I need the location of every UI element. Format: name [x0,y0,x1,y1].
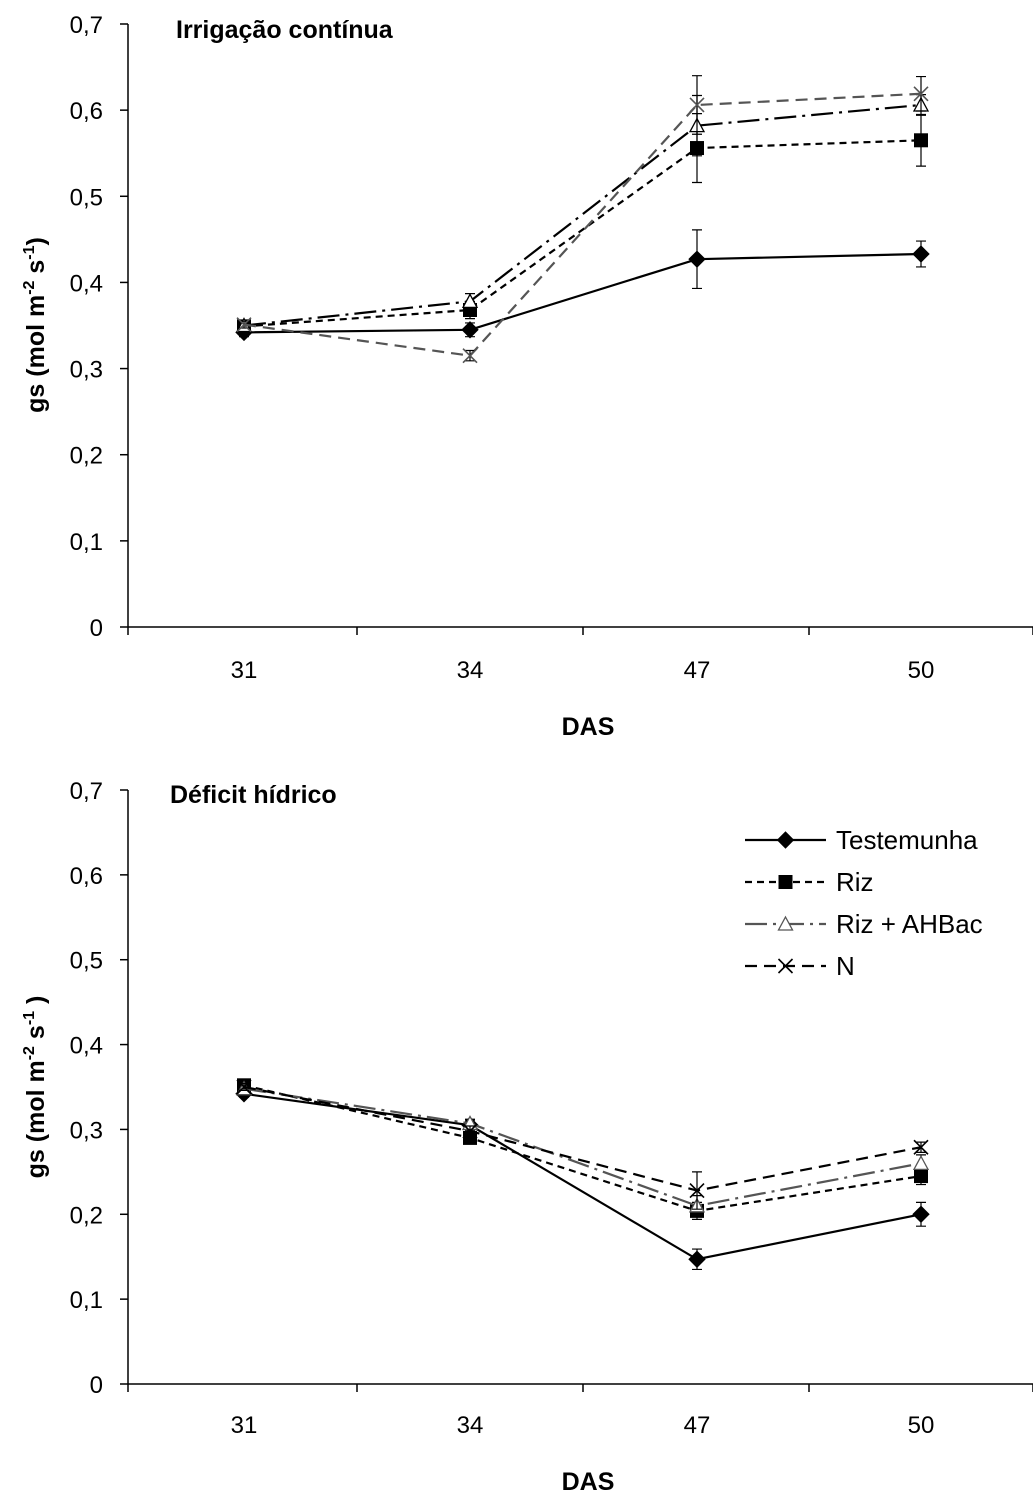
data-point [462,348,478,364]
legend-marker [778,875,793,889]
series-riz-ahbac [235,1080,930,1217]
y-tick-label: 0,7 [70,778,103,805]
data-point [461,293,479,309]
legend-label: Riz + AHBac [836,909,983,939]
data-point [236,1079,252,1095]
legend-label: Testemunha [836,825,978,855]
data-point [913,86,929,102]
y-tick-label: 0,5 [70,948,103,975]
data-point [461,321,479,339]
chart-title: Irrigação contínua [176,16,394,44]
series-line [243,103,922,327]
y-tick-label: 0,4 [70,270,103,297]
y-tick-label: 0,1 [70,529,103,556]
data-point [688,250,706,268]
data-point [236,317,252,333]
data-point [914,1169,928,1184]
series-n [236,1079,929,1210]
data-point [913,1139,929,1155]
y-tick-label: 0,2 [70,443,103,470]
y-tick-label: 0,2 [70,1202,103,1229]
x-tick-label: 47 [684,1412,711,1439]
legend-label: Riz [836,867,874,897]
series-riz-ahbac [235,94,930,333]
y-tick-label: 0,3 [70,357,103,384]
y-tick-label: 0,5 [70,184,103,211]
series-line [243,1087,922,1207]
series-line [243,1085,922,1192]
y-tick-label: 0,4 [70,1033,103,1060]
x-axis-title: DAS [562,1468,615,1496]
x-tick-label: 50 [908,657,935,684]
series-line [243,92,922,357]
chart-panel-2: 0 0,1 0,2 0,3 0,4 0,5 0,6 0,7 31 34 47 50 Déficit hí… [21,778,1033,1496]
data-point [689,1182,705,1199]
data-point [688,1250,706,1268]
y-tick-label: 0,6 [70,863,103,890]
data-point [462,1123,478,1139]
series-line [243,139,922,328]
x-tick-label: 31 [231,1412,258,1439]
series-line [243,1084,922,1213]
y-tick-label: 0,7 [70,12,103,39]
legend: Testemunha Riz Riz + AHBac N [745,825,983,981]
y-tick-label: 0 [90,615,103,642]
data-point [912,1205,930,1223]
x-tick-label: 31 [231,657,258,684]
series-testemunha [235,229,930,342]
x-tick-label: 34 [457,657,484,684]
series-testemunha [235,1085,930,1271]
series-riz [237,112,928,334]
legend-marker [777,958,794,974]
y-tick-label: 0 [90,1372,103,1399]
y-tick-label: 0,6 [70,98,103,125]
chart-panel-1: 0 0,1 0,2 0,3 0,4 0,5 0,6 0,7 31 34 47 50 Irrigação … [21,12,1033,741]
series-riz [237,1078,928,1220]
y-tick-label: 0,3 [70,1117,103,1144]
data-point [689,97,705,113]
y-axis-title: gs (mol m-2 s-1) [21,237,50,413]
chart-title: Déficit hídrico [170,781,337,809]
y-axis-title: gs (mol m-2 s-1 ) [21,996,50,1179]
y-tick-label: 0,1 [70,1287,103,1314]
data-point [912,1155,930,1171]
series-line [243,1092,922,1261]
data-point [912,245,930,263]
x-tick-label: 50 [908,1412,935,1439]
legend-marker [776,831,795,849]
x-tick-label: 47 [684,657,711,684]
legend-label: N [836,951,855,981]
data-point [914,133,928,148]
series-n [236,75,929,364]
x-tick-label: 34 [457,1412,484,1439]
series-line [243,252,922,334]
legend-marker [777,915,794,931]
x-axis-title: DAS [562,713,615,741]
